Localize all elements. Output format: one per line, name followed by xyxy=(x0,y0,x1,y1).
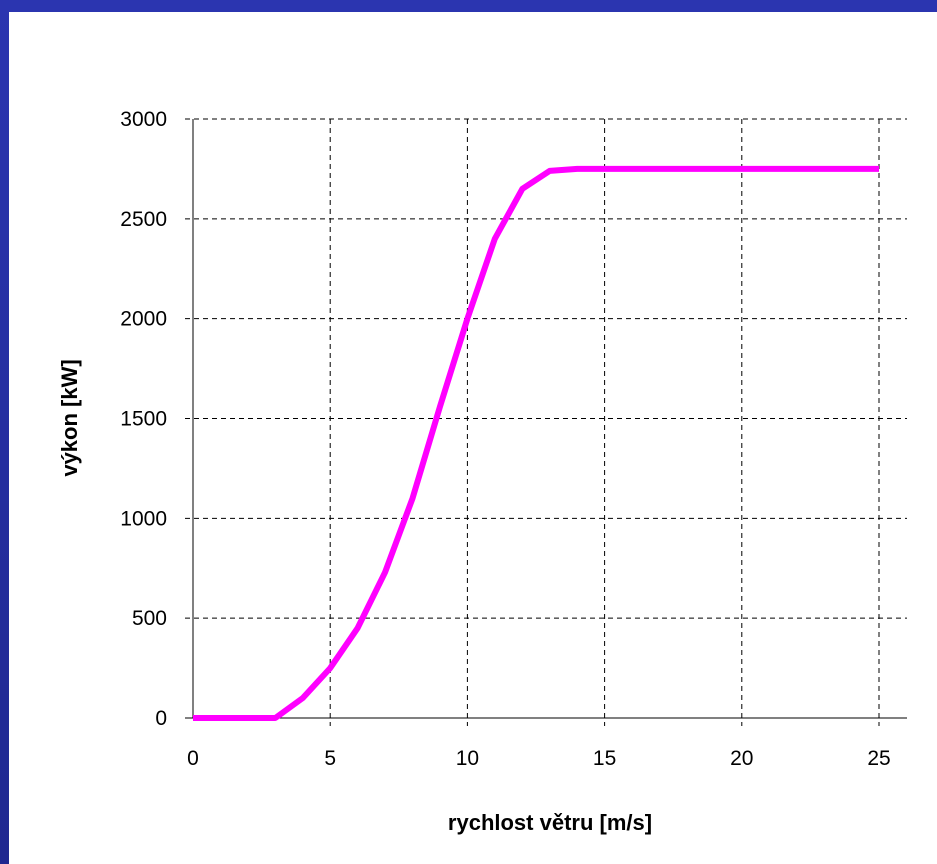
x-axis-title: rychlost větru [m/s] xyxy=(448,810,652,835)
y-tick-label: 3000 xyxy=(120,108,167,131)
x-tick-label: 15 xyxy=(593,747,616,770)
x-tick-label: 20 xyxy=(730,747,753,770)
grid-lines xyxy=(185,118,907,726)
x-tick-label: 0 xyxy=(187,747,199,770)
power-curve-line xyxy=(193,165,879,721)
y-tick-label: 500 xyxy=(132,607,167,630)
x-tick-label: 5 xyxy=(324,747,336,770)
y-tick-label: 2500 xyxy=(120,208,167,231)
x-tick-label: 10 xyxy=(456,747,479,770)
y-tick-label: 1500 xyxy=(120,408,167,431)
y-axis-title: výkon [kW] xyxy=(57,359,82,476)
x-tick-label: 25 xyxy=(867,747,890,770)
series-layer xyxy=(193,165,879,721)
chart-panel xyxy=(9,12,937,864)
y-tick-label: 2000 xyxy=(120,308,167,331)
x-tick-labels: 0 5 10 15 20 25 xyxy=(187,747,891,770)
y-tick-label: 1000 xyxy=(120,507,167,530)
y-tick-label: 0 xyxy=(155,707,167,730)
y-tick-labels: 0 500 1000 1500 2000 2500 3000 xyxy=(120,108,167,730)
axes xyxy=(185,119,907,719)
